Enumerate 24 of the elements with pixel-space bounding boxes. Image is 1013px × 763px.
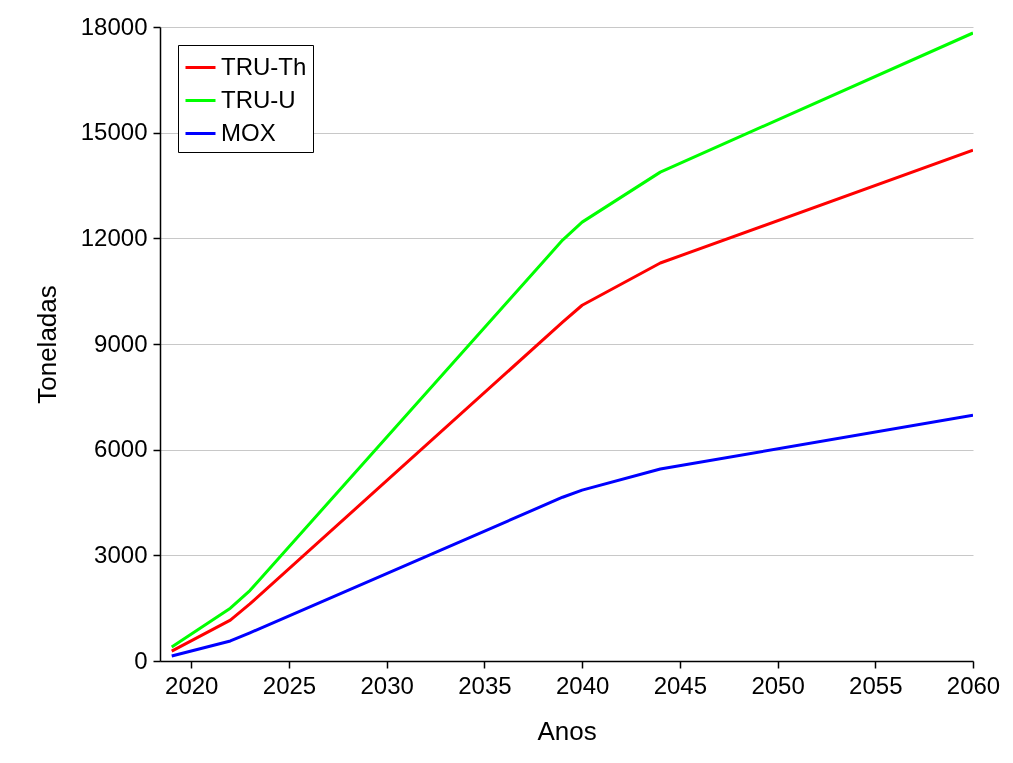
y-tick-label: 18000	[80, 12, 148, 40]
x-tick-label: 2060	[946, 671, 1001, 699]
legend-label: TRU-U	[221, 85, 296, 113]
y-axis-title: Toneladas	[31, 285, 62, 404]
y-tick-label: 12000	[80, 223, 148, 251]
legend-label: MOX	[221, 118, 276, 146]
y-tick-label: 3000	[94, 540, 148, 568]
x-tick-label: 2035	[458, 671, 512, 699]
y-tick-label: 9000	[94, 329, 148, 357]
line-series	[170, 148, 973, 653]
y-tick-label: 6000	[94, 435, 148, 463]
x-tick-label: 2025	[262, 671, 317, 699]
x-axis-title: Anos	[537, 715, 597, 746]
x-tick-label: 2030	[360, 671, 414, 699]
y-tick-label: 15000	[80, 118, 148, 146]
legend-label: TRU-Th	[221, 52, 307, 80]
x-tick-label: 2020	[165, 671, 219, 699]
line-series	[170, 31, 973, 649]
x-tick-label: 2055	[849, 671, 903, 699]
x-tick-label: 2045	[653, 671, 708, 699]
line-series	[170, 413, 973, 658]
x-tick-label: 2040	[555, 671, 610, 699]
x-tick-label: 2050	[751, 671, 805, 699]
y-tick-label: 0	[134, 646, 148, 674]
